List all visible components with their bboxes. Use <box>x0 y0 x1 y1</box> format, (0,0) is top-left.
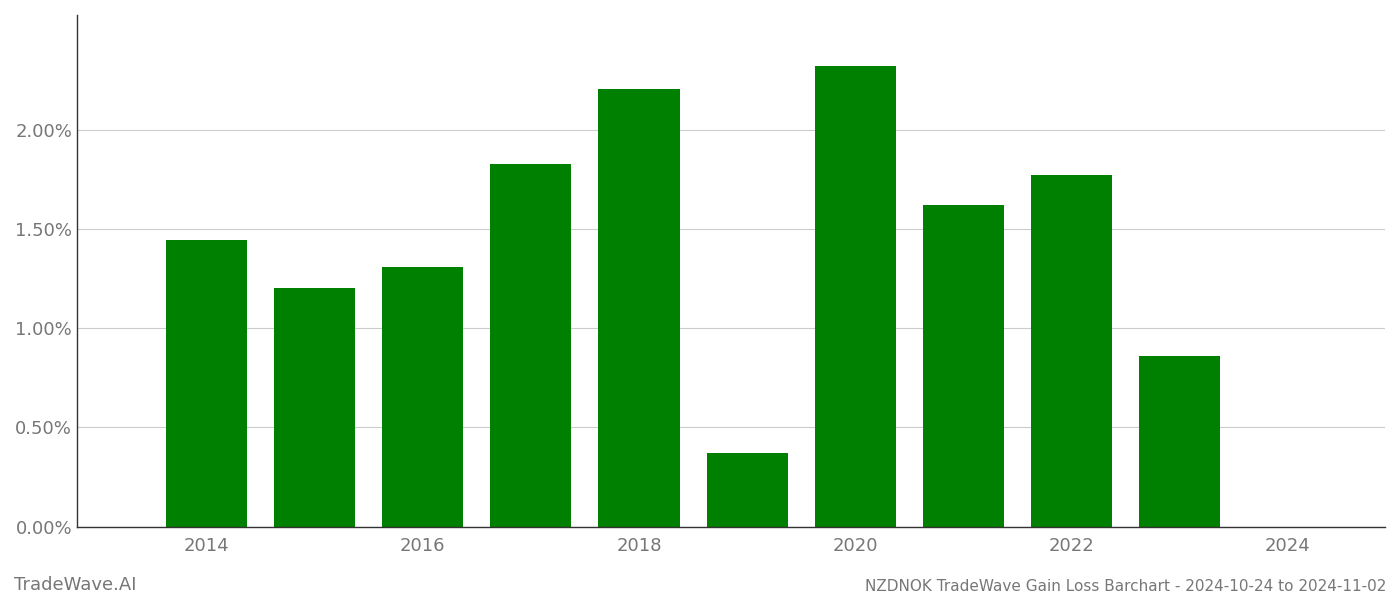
Text: NZDNOK TradeWave Gain Loss Barchart - 2024-10-24 to 2024-11-02: NZDNOK TradeWave Gain Loss Barchart - 20… <box>865 579 1386 594</box>
Bar <box>490 164 571 527</box>
Bar <box>1030 175 1112 527</box>
Bar <box>923 205 1004 527</box>
Bar <box>1140 356 1221 527</box>
Text: TradeWave.AI: TradeWave.AI <box>14 576 137 594</box>
Bar <box>815 65 896 527</box>
Bar <box>167 240 248 527</box>
Bar <box>274 287 356 527</box>
Bar <box>707 453 788 527</box>
Bar <box>598 89 679 527</box>
Bar <box>382 267 463 527</box>
